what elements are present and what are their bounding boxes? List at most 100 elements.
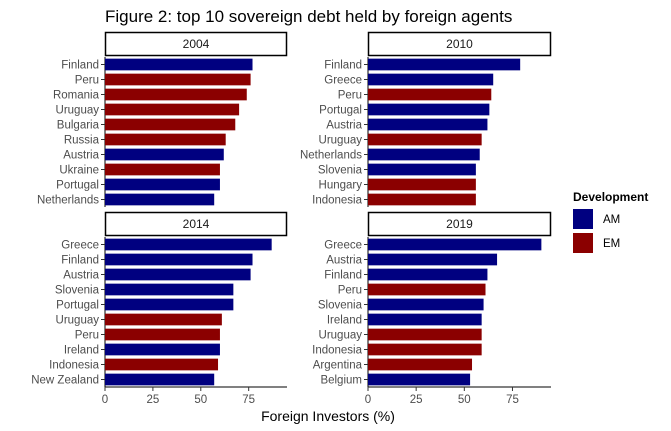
category-label: Portugal bbox=[56, 300, 99, 312]
bar-2004-portugal bbox=[105, 178, 220, 191]
bar-2014-slovenia bbox=[105, 283, 234, 296]
bar-2019-greece bbox=[368, 238, 542, 251]
bar-2010-peru bbox=[368, 88, 492, 101]
bar-2014-indonesia bbox=[105, 358, 219, 371]
category-label: Austria bbox=[63, 150, 99, 162]
bar-2014-peru bbox=[105, 328, 220, 341]
strip-2010 bbox=[367, 31, 552, 57]
bar-2004-austria bbox=[105, 148, 224, 161]
category-label: Hungary bbox=[319, 180, 363, 192]
strip-2004 bbox=[104, 31, 288, 57]
strip-label: 2019 bbox=[446, 217, 473, 231]
bar-2010-indonesia bbox=[368, 193, 476, 206]
bar-2010-slovenia bbox=[368, 163, 476, 176]
category-label: Finland bbox=[324, 60, 362, 72]
strip-label: 2004 bbox=[183, 37, 210, 51]
category-label: Bulgaria bbox=[57, 120, 100, 132]
category-label: Peru bbox=[75, 330, 99, 342]
bar-2019-peru bbox=[368, 283, 486, 296]
x-tick-label: 50 bbox=[194, 394, 207, 406]
category-label: Greece bbox=[324, 75, 362, 87]
bar-2019-argentina bbox=[368, 358, 473, 371]
bar-2014-uruguay bbox=[105, 313, 222, 326]
category-label: Ukraine bbox=[59, 165, 99, 177]
bar-2004-russia bbox=[105, 133, 226, 146]
legend-title: Development bbox=[573, 190, 648, 204]
bar-2014-finland bbox=[105, 253, 253, 266]
category-label: Netherlands bbox=[300, 150, 362, 162]
category-label: Greece bbox=[61, 240, 99, 252]
category-label: Peru bbox=[338, 285, 362, 297]
category-label: Indonesia bbox=[312, 345, 362, 357]
x-tick-label: 0 bbox=[102, 394, 108, 406]
bar-2010-uruguay bbox=[368, 133, 482, 146]
legend-label-em: EM bbox=[603, 238, 620, 250]
category-label: Greece bbox=[324, 240, 362, 252]
bar-2004-netherlands bbox=[105, 193, 215, 206]
bar-2010-finland bbox=[368, 58, 521, 71]
category-label: Ireland bbox=[64, 345, 99, 357]
category-label: Peru bbox=[75, 75, 99, 87]
bar-2010-netherlands bbox=[368, 148, 480, 161]
x-tick-label: 25 bbox=[410, 394, 423, 406]
bar-2014-greece bbox=[105, 238, 272, 251]
bar-2014-austria bbox=[105, 268, 251, 281]
bar-2019-finland bbox=[368, 268, 488, 281]
category-label: Russia bbox=[64, 135, 100, 147]
strip-2019 bbox=[367, 211, 552, 237]
category-label: Belgium bbox=[320, 375, 362, 387]
category-label: Peru bbox=[338, 90, 362, 102]
bar-2019-austria bbox=[368, 253, 498, 266]
bar-2019-belgium bbox=[368, 373, 471, 386]
category-label: Uruguay bbox=[319, 330, 363, 342]
bar-2019-ireland bbox=[368, 313, 482, 326]
category-label: Slovenia bbox=[318, 300, 363, 312]
bar-2004-finland bbox=[105, 58, 253, 71]
x-tick-label: 50 bbox=[458, 394, 471, 406]
category-label: Finland bbox=[61, 60, 99, 72]
bar-2014-ireland bbox=[105, 343, 220, 356]
strip-label: 2014 bbox=[183, 217, 210, 231]
legend-key-em bbox=[573, 233, 593, 253]
bar-2019-slovenia bbox=[368, 298, 484, 311]
bar-2019-indonesia bbox=[368, 343, 482, 356]
panel-2014: 2014 0 25 50 75 Greece Finland Austria Slovenia P… bbox=[31, 211, 288, 406]
category-label: Uruguay bbox=[56, 105, 100, 117]
x-tick-label: 25 bbox=[146, 394, 159, 406]
category-label: Argentina bbox=[313, 360, 363, 372]
category-label: Slovenia bbox=[318, 165, 363, 177]
bar-2004-bulgaria bbox=[105, 118, 236, 131]
x-tick-label: 0 bbox=[365, 394, 371, 406]
bar-2010-austria bbox=[368, 118, 488, 131]
facet-panels: 2004 Finland Peru Romania Uruguay Bulgaria Rus… bbox=[31, 31, 552, 406]
category-label: Slovenia bbox=[55, 285, 100, 297]
category-label: Indonesia bbox=[312, 195, 362, 207]
bar-2010-greece bbox=[368, 73, 494, 86]
category-label: Uruguay bbox=[56, 315, 100, 327]
category-label: Ireland bbox=[327, 315, 362, 327]
legend-label-am: AM bbox=[603, 214, 620, 226]
category-label: Uruguay bbox=[319, 135, 363, 147]
category-label: Finland bbox=[324, 270, 362, 282]
bar-2010-hungary bbox=[368, 178, 476, 191]
legend-key-am bbox=[573, 209, 593, 229]
x-tick-label: 75 bbox=[506, 394, 519, 406]
bar-2014-new-zealand bbox=[105, 373, 215, 386]
bar-2010-portugal bbox=[368, 103, 490, 116]
bar-2014-portugal bbox=[105, 298, 234, 311]
bar-2004-ukraine bbox=[105, 163, 220, 176]
x-axis-title: Foreign Investors (%) bbox=[261, 408, 395, 424]
category-label: Indonesia bbox=[49, 360, 99, 372]
legend: Development AM EM bbox=[573, 190, 648, 253]
category-label: Netherlands bbox=[37, 195, 99, 207]
category-label: Portugal bbox=[319, 105, 362, 117]
category-label: Portugal bbox=[56, 180, 99, 192]
chart-title: Figure 2: top 10 sovereign debt held by … bbox=[105, 7, 512, 26]
category-label: Austria bbox=[63, 270, 99, 282]
bar-2004-uruguay bbox=[105, 103, 240, 116]
bar-2004-peru bbox=[105, 73, 251, 86]
strip-label: 2010 bbox=[446, 37, 473, 51]
category-label: Austria bbox=[326, 120, 362, 132]
panel-2019: 2019 0 25 50 75 Greece Austria Finland Peru Slove… bbox=[312, 211, 552, 406]
